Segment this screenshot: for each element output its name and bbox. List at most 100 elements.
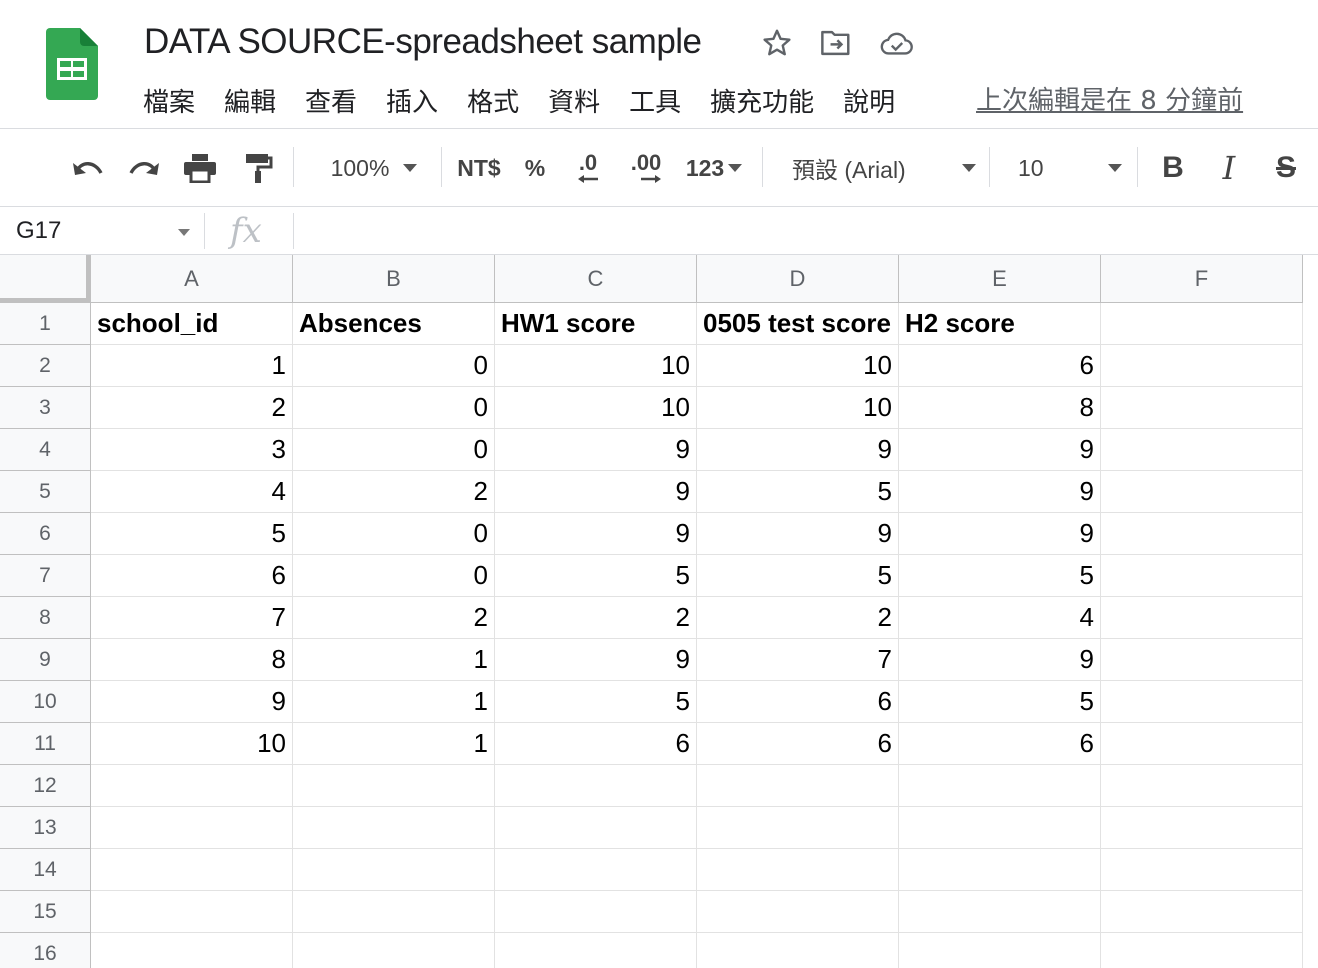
menu-extensions[interactable]: 擴充功能	[710, 88, 815, 118]
cell-a5[interactable]: 4	[91, 471, 293, 513]
more-formats-button[interactable]: 123	[678, 129, 750, 207]
cell-e12[interactable]	[899, 765, 1101, 807]
cell-e1[interactable]: H2 score	[899, 303, 1101, 345]
cell-a1[interactable]: school_id	[91, 303, 293, 345]
menu-help[interactable]: 說明	[843, 88, 896, 118]
cell-f13[interactable]	[1101, 807, 1303, 849]
cell-b5[interactable]: 2	[293, 471, 495, 513]
name-box-dropdown-icon[interactable]	[178, 229, 190, 236]
font-select[interactable]: 預設 (Arial)	[780, 129, 976, 207]
cell-b3[interactable]: 0	[293, 387, 495, 429]
percent-format-button[interactable]: %	[524, 154, 546, 181]
cell-d16[interactable]	[697, 933, 899, 968]
cell-a14[interactable]	[91, 849, 293, 891]
cloud-saved-icon[interactable]	[880, 26, 914, 60]
column-header-b[interactable]: B	[293, 255, 495, 303]
row-header-8[interactable]: 8	[0, 597, 91, 639]
select-all-corner[interactable]	[0, 255, 91, 303]
cell-d3[interactable]: 10	[697, 387, 899, 429]
cell-a9[interactable]: 8	[91, 639, 293, 681]
cell-c5[interactable]: 9	[495, 471, 697, 513]
row-header-7[interactable]: 7	[0, 555, 91, 597]
cell-d1[interactable]: 0505 test score	[697, 303, 899, 345]
cell-d2[interactable]: 10	[697, 345, 899, 387]
cell-c6[interactable]: 9	[495, 513, 697, 555]
cell-e11[interactable]: 6	[899, 723, 1101, 765]
cell-c15[interactable]	[495, 891, 697, 933]
cell-a4[interactable]: 3	[91, 429, 293, 471]
last-edit-link[interactable]: 上次編輯是在 8 分鐘前	[976, 86, 1244, 116]
cell-d4[interactable]: 9	[697, 429, 899, 471]
document-title[interactable]: DATA SOURCE-spreadsheet sample	[144, 22, 702, 61]
cell-a6[interactable]: 5	[91, 513, 293, 555]
zoom-select[interactable]: 100%	[318, 129, 430, 207]
cell-a13[interactable]	[91, 807, 293, 849]
cell-d12[interactable]	[697, 765, 899, 807]
formula-input[interactable]	[300, 207, 1310, 255]
cell-d13[interactable]	[697, 807, 899, 849]
italic-button[interactable]: I	[1222, 149, 1236, 187]
cell-a15[interactable]	[91, 891, 293, 933]
cell-f2[interactable]	[1101, 345, 1303, 387]
row-header-16[interactable]: 16	[0, 933, 91, 968]
cell-f11[interactable]	[1101, 723, 1303, 765]
cell-e6[interactable]: 9	[899, 513, 1101, 555]
cell-d7[interactable]: 5	[697, 555, 899, 597]
cell-e2[interactable]: 6	[899, 345, 1101, 387]
cell-e4[interactable]: 9	[899, 429, 1101, 471]
cell-c11[interactable]: 6	[495, 723, 697, 765]
cell-b2[interactable]: 0	[293, 345, 495, 387]
cell-c16[interactable]	[495, 933, 697, 968]
cell-f5[interactable]	[1101, 471, 1303, 513]
cell-e7[interactable]: 5	[899, 555, 1101, 597]
row-header-14[interactable]: 14	[0, 849, 91, 891]
cell-b12[interactable]	[293, 765, 495, 807]
row-header-9[interactable]: 9	[0, 639, 91, 681]
menu-edit[interactable]: 編輯	[224, 88, 277, 118]
cell-c7[interactable]: 5	[495, 555, 697, 597]
cell-e14[interactable]	[899, 849, 1101, 891]
column-header-d[interactable]: D	[697, 255, 899, 303]
menu-file[interactable]: 檔案	[143, 88, 196, 118]
cell-f1[interactable]	[1101, 303, 1303, 345]
cell-f6[interactable]	[1101, 513, 1303, 555]
sheets-logo-icon[interactable]	[46, 28, 98, 100]
cell-c13[interactable]	[495, 807, 697, 849]
cell-b10[interactable]: 1	[293, 681, 495, 723]
font-size-select[interactable]: 10	[1010, 129, 1122, 207]
cell-a16[interactable]	[91, 933, 293, 968]
cell-c8[interactable]: 2	[495, 597, 697, 639]
cell-a2[interactable]: 1	[91, 345, 293, 387]
cell-f7[interactable]	[1101, 555, 1303, 597]
cell-a8[interactable]: 7	[91, 597, 293, 639]
cell-f8[interactable]	[1101, 597, 1303, 639]
cell-e8[interactable]: 4	[899, 597, 1101, 639]
cell-c9[interactable]: 9	[495, 639, 697, 681]
menu-data[interactable]: 資料	[548, 88, 601, 118]
cell-b16[interactable]	[293, 933, 495, 968]
star-icon[interactable]	[760, 26, 794, 60]
move-to-folder-icon[interactable]	[819, 26, 853, 60]
cell-b4[interactable]: 0	[293, 429, 495, 471]
cell-d6[interactable]: 9	[697, 513, 899, 555]
row-header-11[interactable]: 11	[0, 723, 91, 765]
cell-e15[interactable]	[899, 891, 1101, 933]
name-box[interactable]: G17	[16, 217, 62, 244]
cell-f12[interactable]	[1101, 765, 1303, 807]
cell-b13[interactable]	[293, 807, 495, 849]
cell-d8[interactable]: 2	[697, 597, 899, 639]
row-header-10[interactable]: 10	[0, 681, 91, 723]
row-header-3[interactable]: 3	[0, 387, 91, 429]
decrease-decimal-button[interactable]: .0	[566, 129, 610, 207]
column-header-a[interactable]: A	[91, 255, 293, 303]
cell-f16[interactable]	[1101, 933, 1303, 968]
cell-f4[interactable]	[1101, 429, 1303, 471]
cell-e13[interactable]	[899, 807, 1101, 849]
row-header-1[interactable]: 1	[0, 303, 91, 345]
cell-b8[interactable]: 2	[293, 597, 495, 639]
cell-b15[interactable]	[293, 891, 495, 933]
row-header-2[interactable]: 2	[0, 345, 91, 387]
cell-f14[interactable]	[1101, 849, 1303, 891]
cell-c1[interactable]: HW1 score	[495, 303, 697, 345]
column-header-c[interactable]: C	[495, 255, 697, 303]
